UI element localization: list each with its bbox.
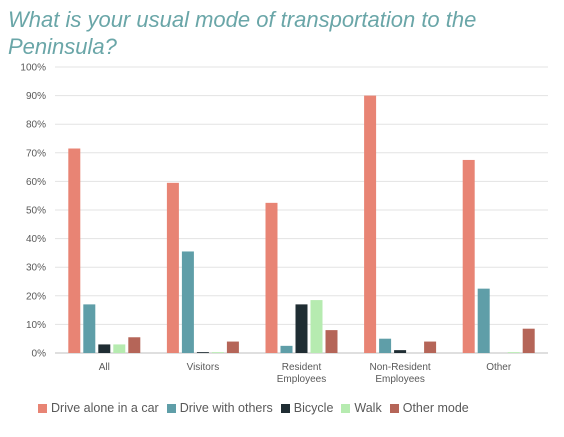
- bar: [226, 341, 239, 353]
- bar: [98, 344, 111, 353]
- legend-label: Other mode: [402, 401, 469, 415]
- legend-label: Walk: [354, 401, 382, 415]
- bar: [477, 288, 490, 353]
- bar: [295, 304, 308, 353]
- y-tick-label: 80%: [26, 120, 46, 131]
- bar: [196, 352, 209, 353]
- chart-title: What is your usual mode of transportatio…: [8, 7, 477, 59]
- bar: [364, 95, 377, 353]
- x-category-label: Non-Resident Employees: [370, 362, 431, 385]
- x-category-label: Resident Employees: [277, 362, 326, 385]
- legend-swatch: [341, 403, 351, 413]
- bar: [211, 352, 224, 353]
- y-tick-label: 20%: [26, 291, 46, 302]
- x-category-label: Other: [486, 362, 512, 373]
- bar: [462, 159, 475, 353]
- y-axis-tick-labels: 0% 10% 20% 30% 40% 50% 60% 70% 80% 90% 100%: [20, 63, 46, 360]
- legend-label: Bicycle: [293, 401, 334, 415]
- bar: [310, 300, 323, 353]
- bar: [522, 328, 535, 353]
- y-tick-label: 0%: [32, 349, 47, 360]
- bar: [83, 304, 96, 353]
- bar: [394, 350, 407, 353]
- bar: [424, 341, 437, 353]
- legend-item: Walk: [341, 401, 382, 415]
- y-tick-label: 90%: [26, 91, 46, 102]
- bar: [113, 344, 126, 353]
- legend-label: Drive alone in a car: [51, 401, 159, 415]
- legend-swatch: [389, 403, 399, 413]
- y-tick-label: 50%: [26, 206, 46, 217]
- y-tick-label: 70%: [26, 148, 46, 159]
- legend-swatch: [166, 403, 176, 413]
- legend-swatch: [38, 403, 47, 413]
- legend-item: Bicycle: [280, 401, 334, 415]
- y-tick-label: 100%: [20, 63, 46, 74]
- bar: [507, 352, 520, 353]
- x-category-label: Visitors: [187, 362, 220, 373]
- bar: [325, 330, 338, 353]
- x-category-label: All: [99, 362, 110, 373]
- legend-swatch: [280, 403, 290, 413]
- legend-item: Drive with others: [166, 401, 273, 415]
- bar: [68, 148, 81, 353]
- y-tick-label: 60%: [26, 177, 46, 188]
- bar: [265, 202, 278, 353]
- legend-item: Drive alone in a car: [38, 401, 159, 415]
- legend-label: Drive with others: [179, 401, 273, 415]
- bar: [181, 251, 194, 353]
- y-tick-label: 30%: [26, 263, 46, 274]
- chart-legend: Drive alone in a car Drive with others Bic…: [38, 401, 477, 415]
- bar: [128, 337, 141, 353]
- y-tick-label: 10%: [26, 320, 46, 331]
- bar: [379, 338, 392, 353]
- x-axis-category-labels: All Visitors Resident Employees Non-Resident…: [99, 362, 512, 385]
- bars: [68, 95, 535, 353]
- y-tick-label: 40%: [26, 234, 46, 245]
- bar: [166, 182, 179, 353]
- bar: [280, 345, 293, 353]
- legend-item: Other mode: [389, 401, 469, 415]
